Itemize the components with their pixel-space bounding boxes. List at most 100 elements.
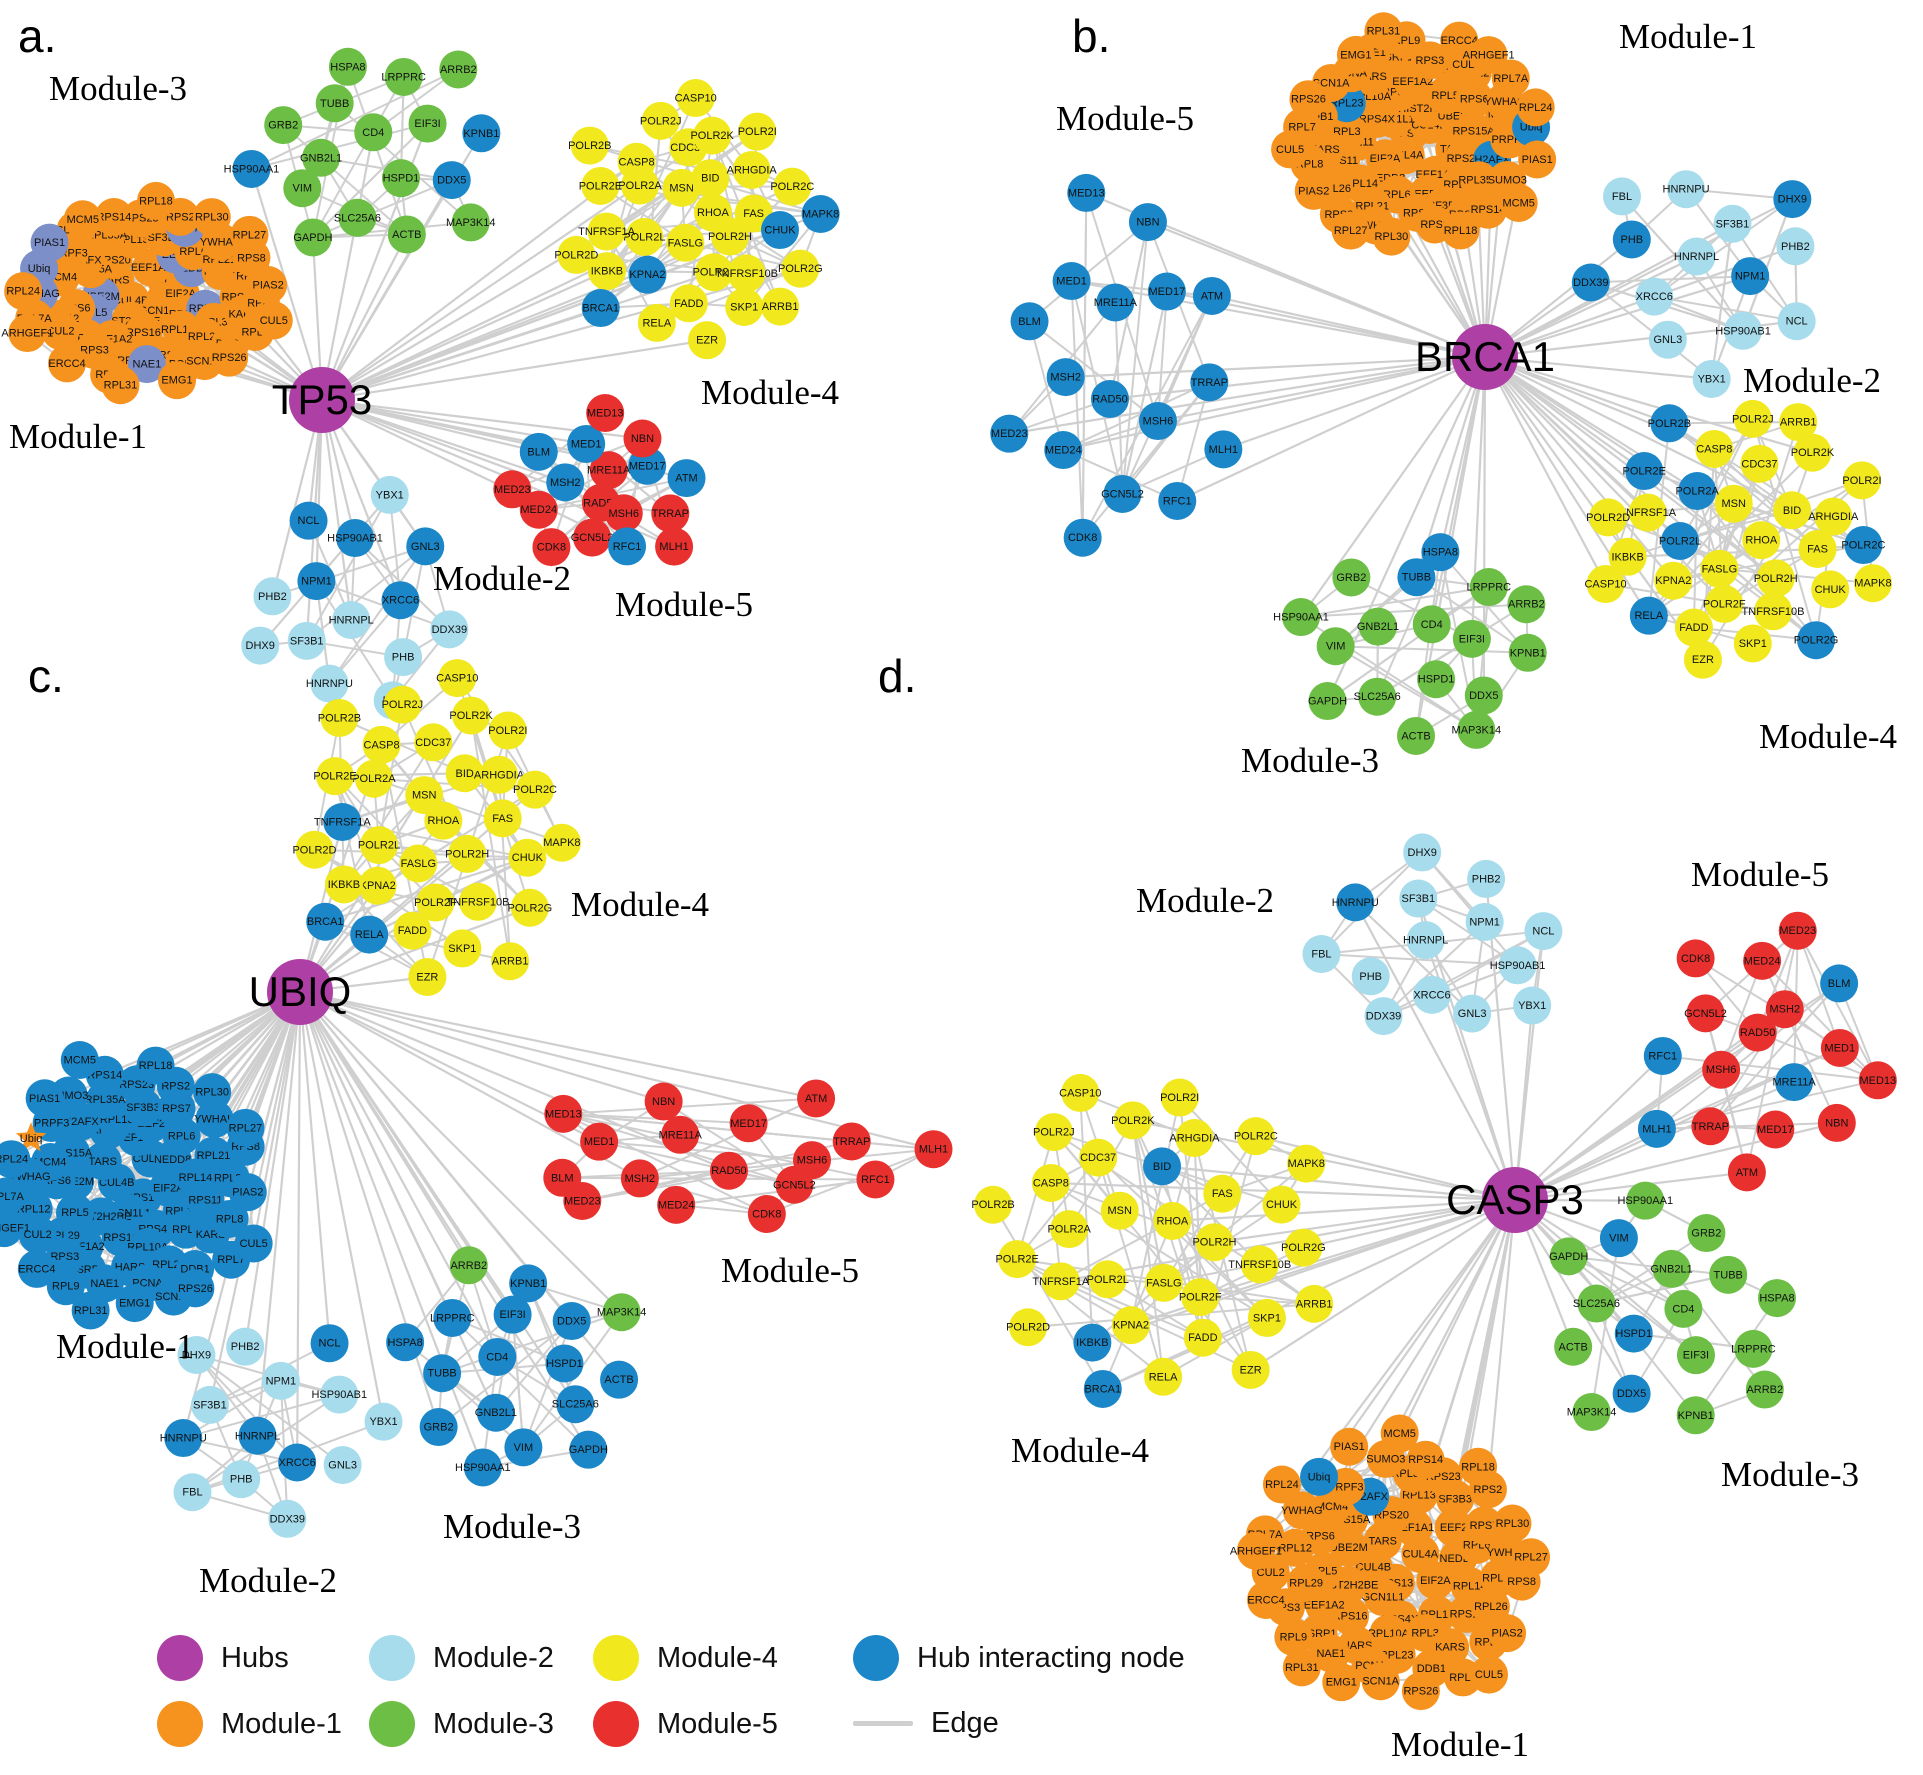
node-RFC1[interactable] xyxy=(856,1160,895,1199)
node-TUBB[interactable] xyxy=(315,84,354,123)
node-MSH2[interactable] xyxy=(620,1159,659,1198)
node-ARRB2[interactable] xyxy=(449,1246,488,1285)
node-VIM[interactable] xyxy=(1316,627,1355,666)
node-RPL35A[interactable] xyxy=(1459,161,1498,200)
node-IKBKB[interactable] xyxy=(587,252,626,291)
node-MSH6[interactable] xyxy=(1702,1050,1741,1089)
node-EIF3I[interactable] xyxy=(493,1295,532,1334)
node-NAE1[interactable] xyxy=(127,345,166,384)
hub-UBIQ[interactable] xyxy=(267,959,333,1025)
node-RPL24[interactable] xyxy=(1516,88,1555,127)
node-RELA[interactable] xyxy=(1629,596,1668,635)
node-KPNA2[interactable] xyxy=(1654,561,1693,600)
node-CUL5[interactable] xyxy=(234,1224,273,1263)
node-ARHGDIA[interactable] xyxy=(1175,1119,1214,1158)
node-CUL2[interactable] xyxy=(18,1215,57,1254)
node-Ubiq[interactable] xyxy=(15,1122,47,1152)
node-MRE11A[interactable] xyxy=(1775,1063,1814,1102)
node-HSPD1[interactable] xyxy=(545,1344,584,1383)
node-YWHAG[interactable] xyxy=(1282,1491,1321,1530)
node-RPL8[interactable] xyxy=(210,1199,249,1238)
node-TNFRSF10B[interactable] xyxy=(458,882,497,921)
node-MED23[interactable] xyxy=(493,470,532,509)
node-ARRB1[interactable] xyxy=(761,287,800,326)
node-ARHGEF1[interactable] xyxy=(1236,1531,1275,1570)
node-PIAS2[interactable] xyxy=(249,266,288,305)
node-TRRAP[interactable] xyxy=(832,1122,871,1161)
node-POLR2A[interactable] xyxy=(354,759,393,798)
node-DHX9[interactable] xyxy=(1773,180,1812,219)
node-POLR2J[interactable] xyxy=(641,101,680,140)
node-LRPPRC[interactable] xyxy=(433,1298,472,1337)
node-RPS14[interactable] xyxy=(94,198,133,237)
node-MAP3K14[interactable] xyxy=(1572,1393,1611,1432)
node-TNFRSF10B[interactable] xyxy=(1240,1245,1279,1284)
node-POLR2D[interactable] xyxy=(295,830,334,869)
node-RELA[interactable] xyxy=(350,915,389,954)
node-GAPDH[interactable] xyxy=(293,218,332,257)
node-RPS26[interactable] xyxy=(1289,80,1328,119)
node-NBN[interactable] xyxy=(623,419,662,458)
node-ERCC4[interactable] xyxy=(1440,21,1479,60)
node-BLM[interactable] xyxy=(519,432,558,471)
node-ACTB[interactable] xyxy=(1397,716,1436,755)
node-HSPA8[interactable] xyxy=(1757,1279,1796,1318)
node-ACTB[interactable] xyxy=(387,215,426,254)
node-CUL5[interactable] xyxy=(254,301,293,340)
node-POLR2G[interactable] xyxy=(781,249,820,288)
node-SF3B1[interactable] xyxy=(190,1385,229,1424)
node-DDX5[interactable] xyxy=(1464,676,1503,715)
node-BRCA1[interactable] xyxy=(581,289,620,328)
node-ARHGEF1[interactable] xyxy=(8,314,47,353)
node-RAD50[interactable] xyxy=(709,1151,748,1190)
node-POLR2H[interactable] xyxy=(448,834,487,873)
node-KPNA2[interactable] xyxy=(628,255,667,294)
node-MED24[interactable] xyxy=(657,1185,696,1224)
node-MED1[interactable] xyxy=(1052,262,1091,301)
node-GNL3[interactable] xyxy=(323,1446,362,1485)
node-FADD[interactable] xyxy=(393,911,432,950)
node-TUBB[interactable] xyxy=(1397,558,1436,597)
node-HNRNPU[interactable] xyxy=(164,1419,203,1458)
node-POLR2F[interactable] xyxy=(1181,1278,1220,1317)
node-MED1[interactable] xyxy=(1820,1028,1859,1067)
node-NCL[interactable] xyxy=(310,1324,349,1363)
node-CD4[interactable] xyxy=(354,113,393,152)
node-ARHGEF1[interactable] xyxy=(0,1209,23,1248)
node-POLR2K[interactable] xyxy=(1113,1101,1152,1140)
node-CASP8[interactable] xyxy=(1031,1163,1070,1202)
node-MSN[interactable] xyxy=(1100,1191,1139,1230)
node-RHOA[interactable] xyxy=(1153,1201,1192,1240)
node-RPL27[interactable] xyxy=(230,215,269,254)
node-RPL7A[interactable] xyxy=(0,1177,26,1216)
node-CASP8[interactable] xyxy=(1695,429,1734,468)
node-MAPK8[interactable] xyxy=(801,195,840,234)
node-GAPDH[interactable] xyxy=(1308,682,1347,721)
node-BID[interactable] xyxy=(1773,491,1812,530)
node-DHX9[interactable] xyxy=(1403,833,1442,872)
node-POLR2G[interactable] xyxy=(1284,1228,1323,1267)
node-POLR2K[interactable] xyxy=(452,696,491,735)
node-FADD[interactable] xyxy=(669,284,708,323)
node-IKBKB[interactable] xyxy=(1073,1323,1112,1362)
node-MED24[interactable] xyxy=(1044,431,1083,470)
node-POLR2E[interactable] xyxy=(998,1240,1037,1279)
node-YBX1[interactable] xyxy=(1692,359,1731,398)
node-ARHGDIA[interactable] xyxy=(479,755,518,794)
node-POLR2H[interactable] xyxy=(711,217,750,256)
node-VIM[interactable] xyxy=(283,169,322,208)
node-TARS[interactable] xyxy=(83,1142,122,1181)
node-CDC37[interactable] xyxy=(1740,444,1779,483)
node-POLR2J[interactable] xyxy=(1733,399,1772,438)
node-BLM[interactable] xyxy=(1010,302,1049,341)
node-GNB2L1[interactable] xyxy=(476,1393,515,1432)
node-ARRB1[interactable] xyxy=(1295,1284,1334,1323)
node-LRPPRC[interactable] xyxy=(1469,568,1508,607)
node-POLR2G[interactable] xyxy=(510,888,549,927)
node-GRB2[interactable] xyxy=(1332,558,1371,597)
node-MED17[interactable] xyxy=(1756,1110,1795,1149)
node-FASLG[interactable] xyxy=(1144,1263,1183,1302)
node-CD4[interactable] xyxy=(1412,605,1451,644)
node-NBN[interactable] xyxy=(1128,203,1167,242)
node-RPL30[interactable] xyxy=(1493,1504,1532,1543)
